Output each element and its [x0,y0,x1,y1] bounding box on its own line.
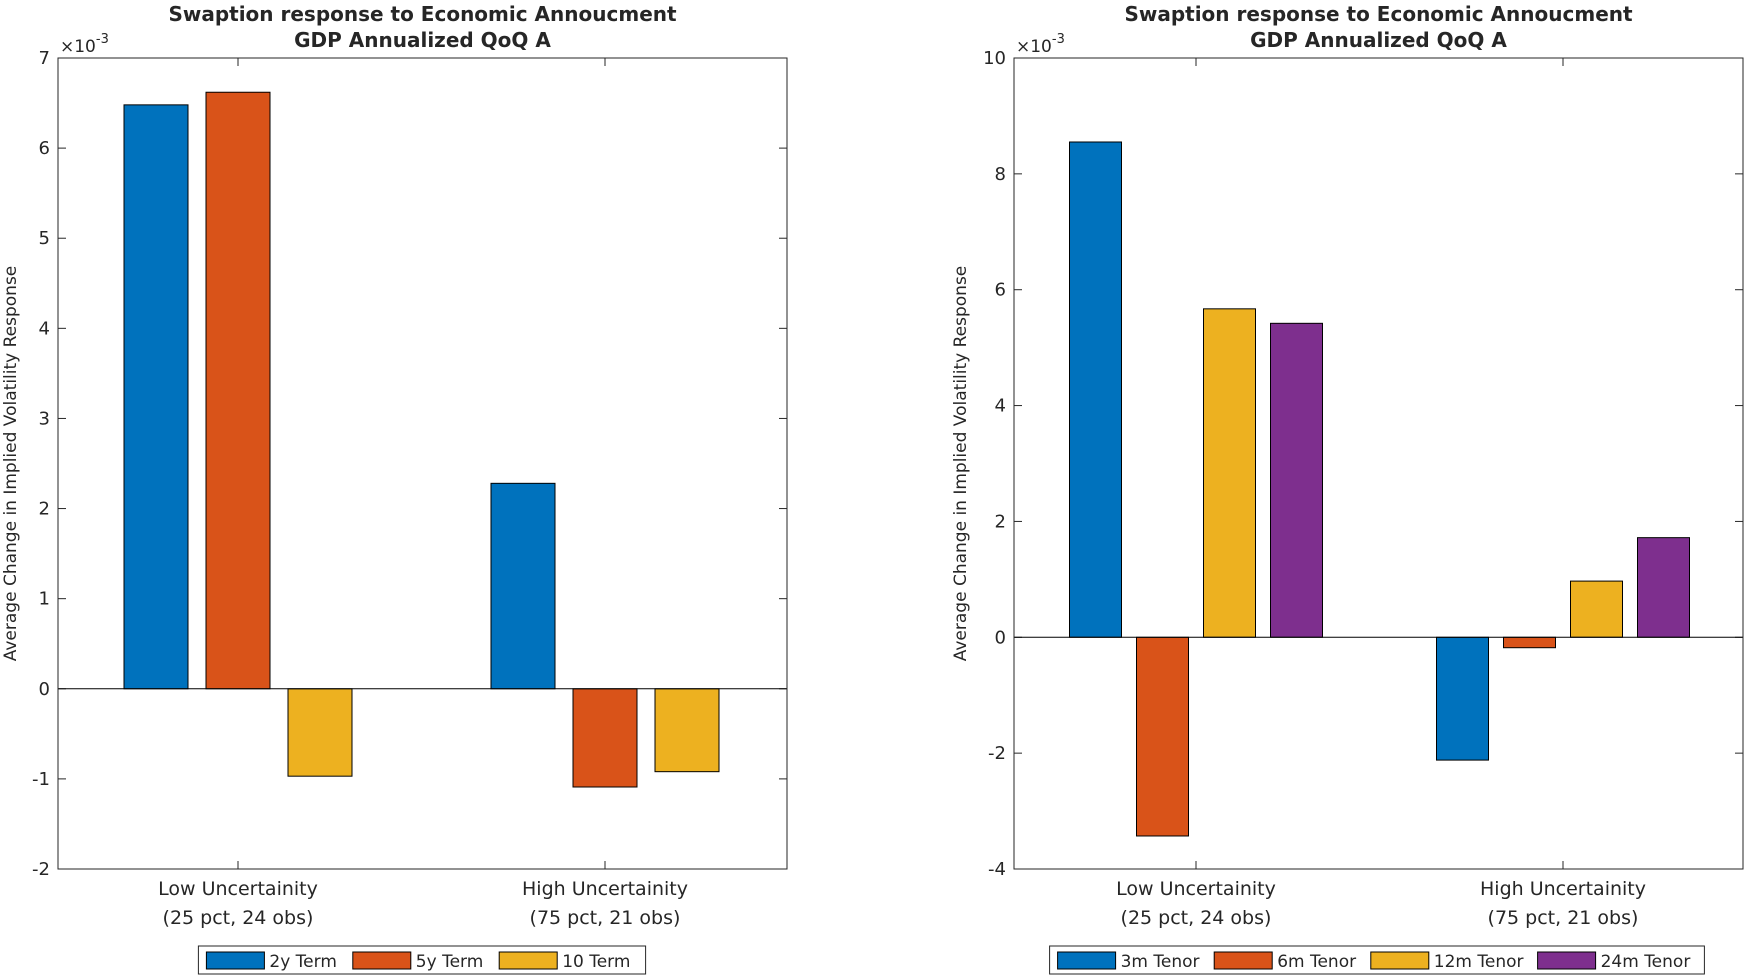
bar-6m-tenor-2 [1503,636,1556,649]
exponent-label: ×10-3 [1016,32,1065,57]
x-tick-label-sub: (25 pct, 24 obs) [1121,907,1272,929]
legend-label: 24m Tenor [1601,952,1691,972]
y-tick-label: 8 [995,164,1006,185]
exponent-power: -3 [1052,32,1065,47]
y-tick-label: -2 [32,859,50,880]
y-tick-label: 2 [995,511,1006,532]
bar-5y-term-1 [205,91,271,690]
bar-3m-tenor-1 [1069,141,1122,638]
y-tick-label: 6 [995,280,1006,301]
chart-2: Swaption response to Economic Annoucment… [951,2,1744,975]
x-tick-label: High Uncertainity [522,878,688,900]
y-tick-label: 6 [39,138,50,159]
bar-12m-tenor-1 [1203,308,1256,638]
y-tick-label: -2 [988,743,1006,764]
legend: 2y Term 5y Term 10 Term [197,945,647,975]
legend: 3m Tenor 6m Tenor 12m Tenor 24m Tenor [1049,945,1705,975]
x-tick-label-sub: (75 pct, 21 obs) [530,907,681,929]
bar-5y-term-2 [572,688,638,788]
bar-24m-tenor-2 [1637,537,1690,638]
chart-subtitle: GDP Annualized QoQ A [294,28,551,52]
legend-label: 10 Term [562,952,630,972]
legend-label: 12m Tenor [1434,952,1524,972]
y-tick-label: 2 [39,499,50,520]
exponent-base: ×10 [60,37,96,57]
legend-label: 2y Term [269,952,337,972]
chart-title: Swaption response to Economic Annoucment [168,2,677,26]
x-tick-label: Low Uncertainity [158,878,318,900]
axes-box [57,57,788,870]
y-tick-label: 0 [39,679,50,700]
legend-swatch [498,951,558,970]
y-tick-label: 3 [39,408,50,429]
y-tick-label: 4 [39,318,50,339]
y-tick-label: 7 [39,48,50,69]
bar-24m-tenor-1 [1270,322,1323,638]
x-tick-label-sub: (75 pct, 21 obs) [1488,907,1639,929]
legend-label: 6m Tenor [1277,952,1356,972]
legend-swatch [1057,951,1117,970]
chart-1: Swaption response to Economic Annoucment… [1,2,788,975]
y-tick-label: -4 [988,859,1006,880]
plot-area [1014,58,1743,869]
y-axis-label: Average Change in Implied Volatility Res… [1,266,21,662]
bar-6m-tenor-1 [1136,636,1189,837]
bar-2y-term-1 [123,104,189,690]
x-tick-label: Low Uncertainity [1116,878,1276,900]
bar-3m-tenor-2 [1436,636,1489,761]
y-tick-label: 0 [995,627,1006,648]
legend-swatch [1370,951,1430,970]
y-tick-label: 1 [39,589,50,610]
bar-2y-term-2 [490,482,556,690]
bar-10-term-2 [654,688,720,773]
legend-label: 5y Term [416,952,484,972]
bar-10-term-1 [287,688,353,777]
y-tick-label: 5 [39,228,50,249]
legend-swatch [205,951,265,970]
legend-swatch [352,951,412,970]
legend-swatch [1213,951,1273,970]
x-tick-label: High Uncertainity [1480,878,1646,900]
legend-label: 3m Tenor [1121,952,1200,972]
axes-box [1013,57,1744,870]
exponent-label: ×10-3 [60,32,109,57]
exponent-power: -3 [96,32,109,47]
exponent-base: ×10 [1016,37,1052,57]
legend-box [197,945,647,975]
chart-title: Swaption response to Economic Annoucment [1124,2,1633,26]
y-tick-label: 4 [995,396,1006,417]
y-tick-label: 10 [983,48,1006,69]
chart-subtitle: GDP Annualized QoQ A [1250,28,1507,52]
bar-12m-tenor-2 [1570,580,1623,638]
legend-swatch [1537,951,1597,970]
y-axis-label: Average Change in Implied Volatility Res… [951,266,971,662]
y-tick-label: -1 [32,769,50,790]
x-tick-label-sub: (25 pct, 24 obs) [163,907,314,929]
